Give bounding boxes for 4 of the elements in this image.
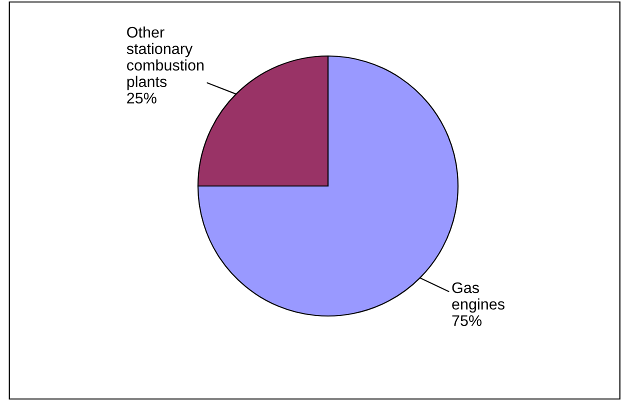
data-label: 25%: [127, 92, 156, 104]
slice-label: Gas engines: [452, 282, 504, 313]
data-label: 75%: [452, 315, 482, 326]
slice-label: Other stationary combustion plants: [126, 26, 204, 90]
